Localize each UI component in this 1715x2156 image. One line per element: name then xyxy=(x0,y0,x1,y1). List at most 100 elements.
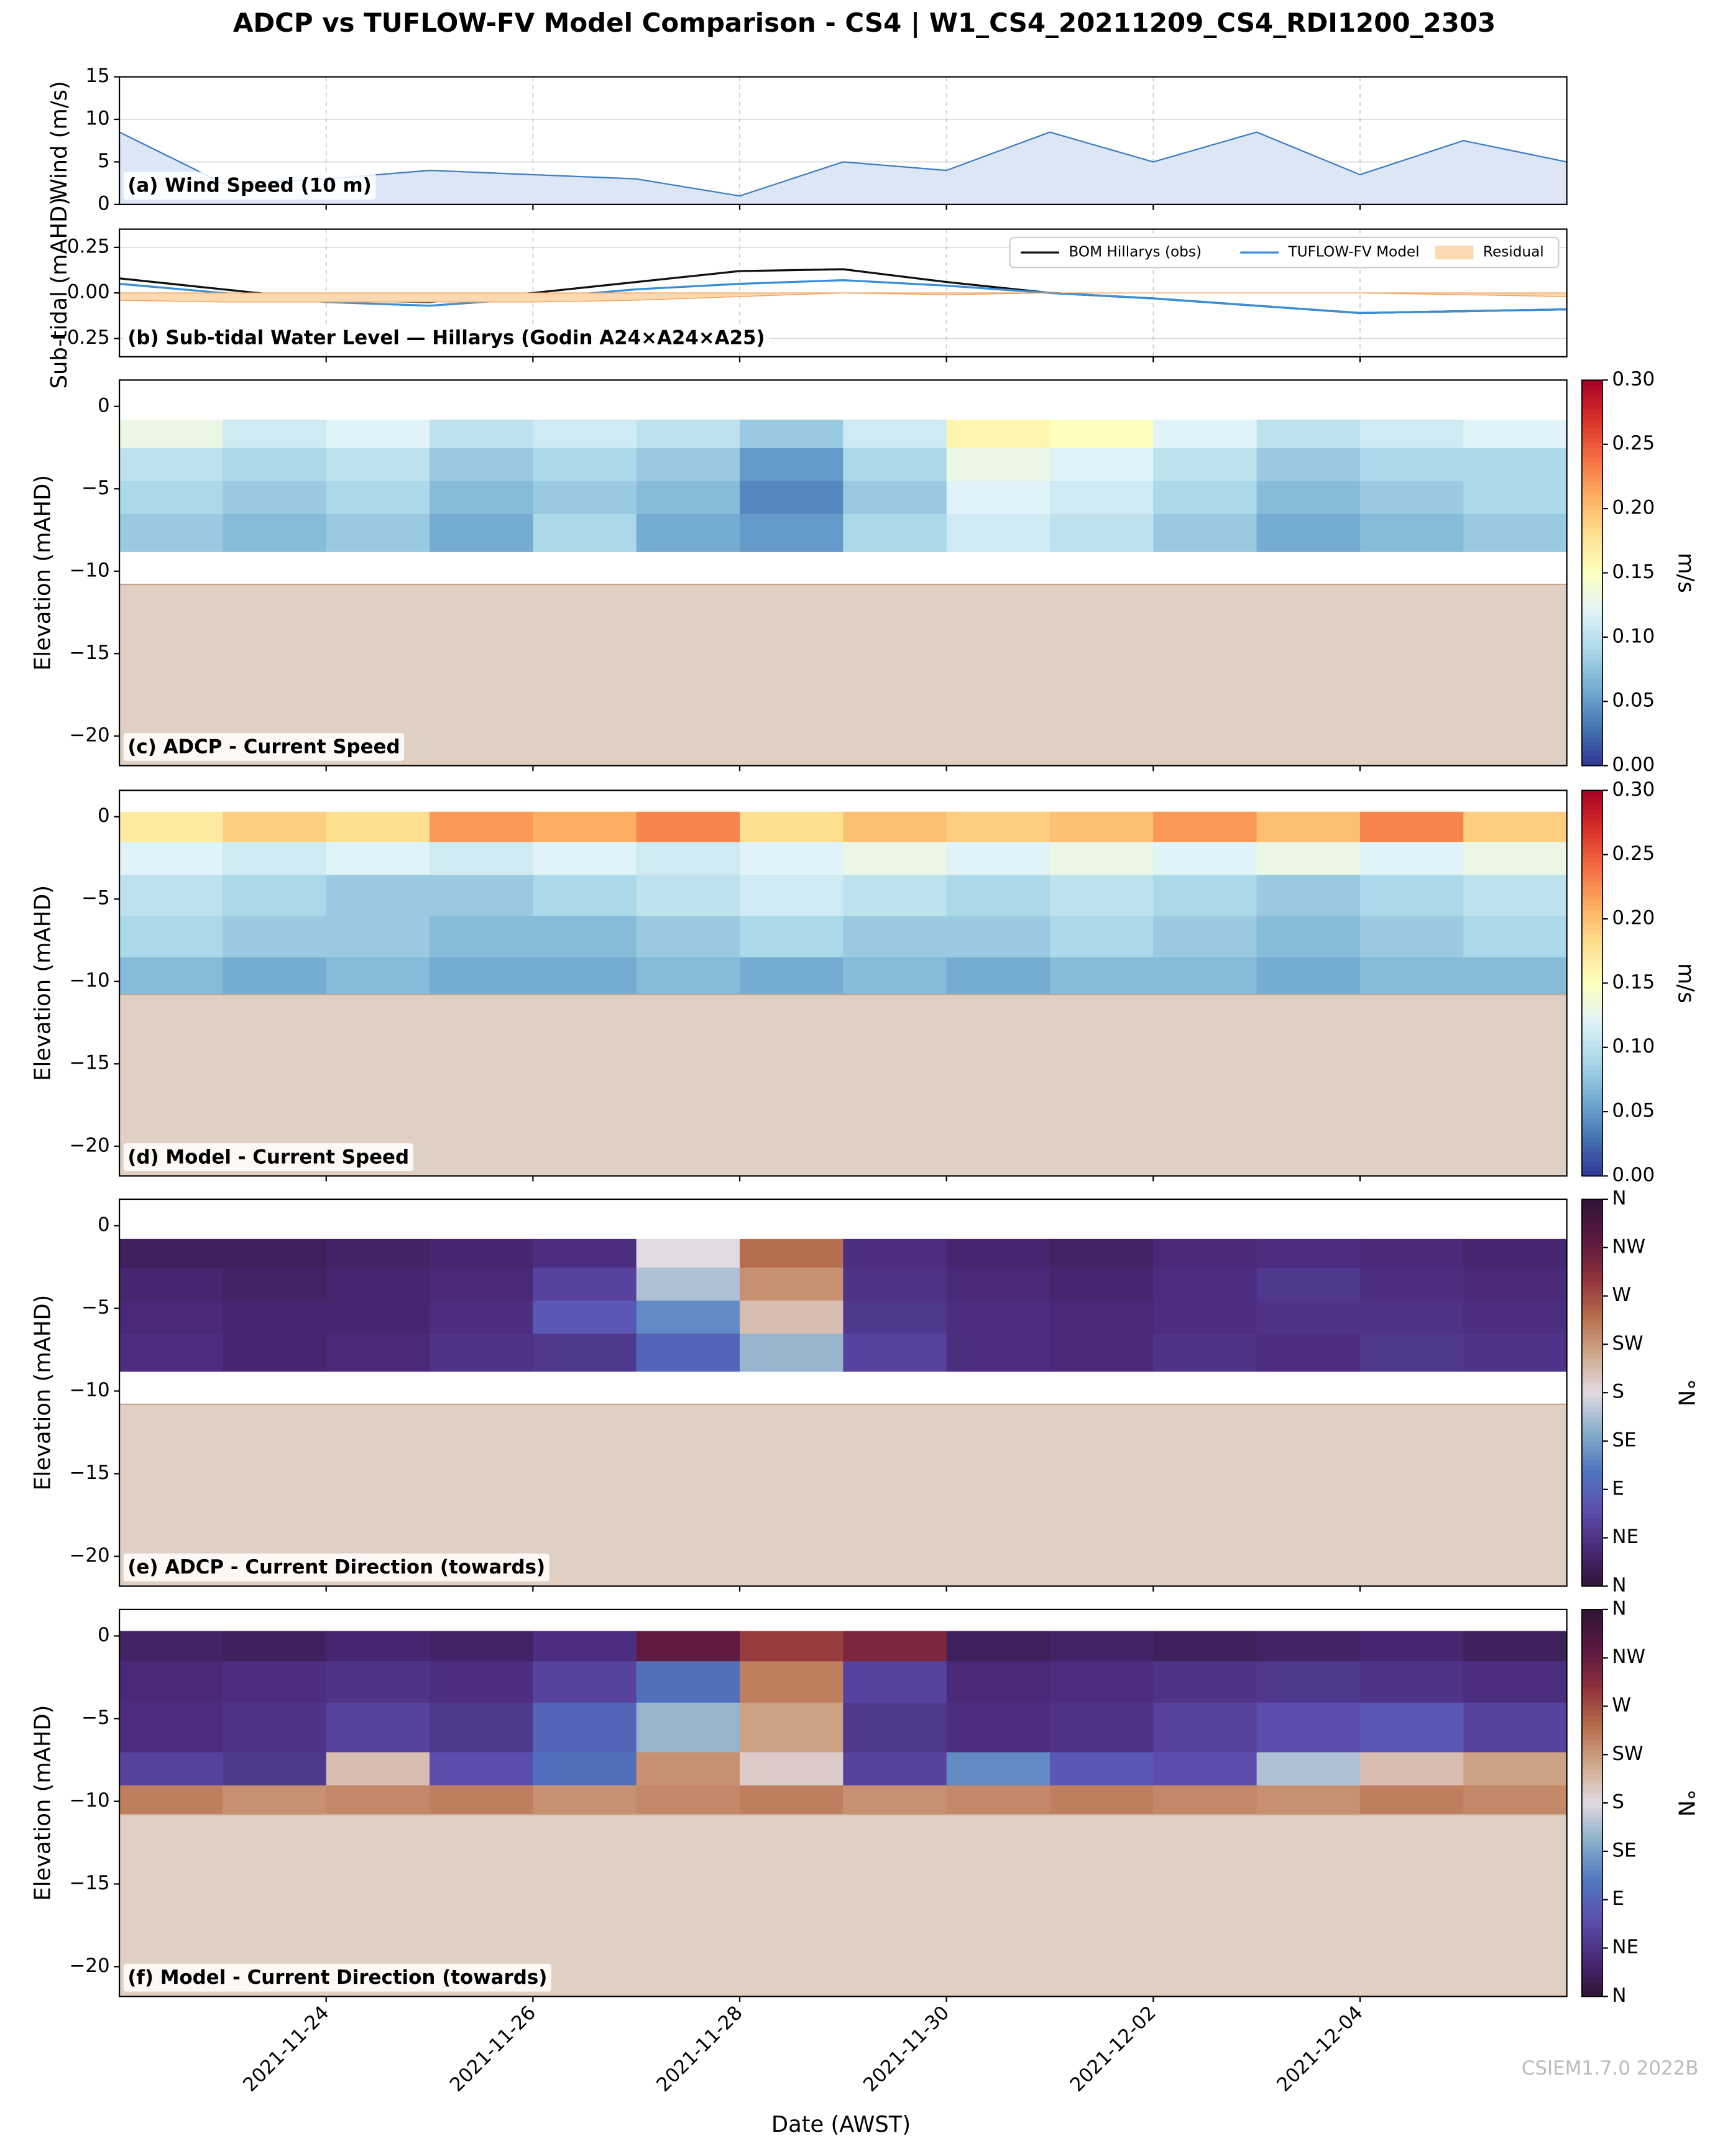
colorbar-tick-label: 0.25 xyxy=(1612,432,1655,454)
colorbar-segment xyxy=(1581,988,1602,993)
colorbar-segment xyxy=(1581,481,1602,487)
heatmap-cell xyxy=(326,1661,430,1703)
heatmap-cell xyxy=(1049,514,1154,552)
heatmap-cell xyxy=(223,1751,327,1785)
colorbar-segment xyxy=(1581,944,1602,951)
colorbar-segment xyxy=(1581,1301,1602,1307)
residual-fill xyxy=(119,292,1568,303)
heatmap-cell xyxy=(636,915,740,957)
colorbar-segment xyxy=(1581,727,1602,733)
colorbar-tick-label: N xyxy=(1612,1597,1626,1619)
heatmap-cell xyxy=(636,1784,740,1815)
colorbar-segment xyxy=(1581,1156,1602,1163)
colorbar-tick-label: NW xyxy=(1612,1646,1645,1668)
colorbar-segment xyxy=(1581,1007,1602,1013)
heatmap-cell xyxy=(1153,514,1258,552)
heatmap-cell xyxy=(1359,915,1464,957)
heatmap-cell xyxy=(533,874,637,916)
colorbar-segment xyxy=(1581,1581,1602,1587)
heatmap-cell xyxy=(1359,956,1464,995)
heatmap-cell xyxy=(946,1784,1051,1815)
colorbar-segment xyxy=(1581,505,1602,511)
colorbar-segment xyxy=(1581,476,1602,482)
colorbar-segment xyxy=(1581,901,1602,907)
colorbar-segment xyxy=(1581,1363,1602,1370)
colorbar-segment xyxy=(1581,722,1602,728)
heatmap-cell xyxy=(533,811,637,842)
colorbar-label: °N xyxy=(1673,1379,1698,1406)
y-tick-label: −20 xyxy=(69,1544,109,1567)
colorbar-segment xyxy=(1581,1257,1602,1263)
colorbar-segment xyxy=(1581,1662,1602,1669)
heatmap-cell xyxy=(1359,874,1464,916)
heatmap-cell xyxy=(636,514,740,552)
colorbar-segment xyxy=(1581,911,1602,916)
colorbar-segment xyxy=(1581,1494,1602,1500)
colorbar-segment xyxy=(1581,1353,1602,1360)
legend-label: Residual xyxy=(1483,244,1544,260)
heatmap-cell xyxy=(1153,1300,1258,1334)
colorbar-segment xyxy=(1581,630,1602,637)
colorbar-segment xyxy=(1581,1417,1602,1422)
colorbar-segment xyxy=(1581,896,1602,902)
colorbar-segment xyxy=(1581,1614,1602,1620)
heatmap-cell xyxy=(223,1631,327,1662)
heatmap-cell xyxy=(533,1702,637,1753)
heatmap-cell xyxy=(1049,811,1154,842)
heatmap-cell xyxy=(740,1751,844,1785)
colorbar-segment xyxy=(1581,674,1602,680)
heatmap-cell xyxy=(326,1631,430,1662)
colorbar-segment xyxy=(1581,1977,1602,1983)
heatmap-cell xyxy=(119,481,224,514)
colorbar-segment xyxy=(1581,1103,1602,1110)
colorbar-segment xyxy=(1581,992,1602,998)
heatmap-cell xyxy=(1359,419,1464,448)
heatmap-cell xyxy=(1049,448,1154,481)
colorbar-segment xyxy=(1581,838,1602,844)
colorbar-segment xyxy=(1581,732,1602,738)
heatmap-cell xyxy=(1463,1333,1568,1372)
heatmap-cell xyxy=(430,1661,534,1703)
heatmap-cell xyxy=(843,1661,947,1703)
colorbar-segment xyxy=(1581,1127,1602,1133)
heatmap-cell xyxy=(1463,1267,1568,1301)
heatmap-cell xyxy=(843,514,947,552)
colorbar-segment xyxy=(1581,1262,1602,1268)
y-tick-label: −20 xyxy=(69,1955,109,1977)
colorbar-tick-label: N xyxy=(1612,1187,1626,1209)
colorbar-segment xyxy=(1581,1325,1602,1331)
heatmap-cell xyxy=(119,1300,224,1334)
heatmap-cell xyxy=(1153,1702,1258,1753)
heatmap-cell xyxy=(1463,915,1568,957)
colorbar-segment xyxy=(1581,1383,1602,1389)
colorbar-segment xyxy=(1581,380,1602,386)
heatmap-cell xyxy=(740,1238,844,1268)
heatmap-cell xyxy=(843,419,947,448)
colorbar-tick-label: SW xyxy=(1612,1743,1643,1765)
colorbar-segment xyxy=(1581,1470,1602,1476)
colorbar-segment xyxy=(1581,1489,1602,1495)
heatmap-cell xyxy=(636,1631,740,1662)
heatmap-cell xyxy=(326,811,430,842)
heatmap-cell xyxy=(1049,956,1154,995)
colorbar-segment xyxy=(1581,1739,1602,1746)
heatmap-cell xyxy=(740,481,844,514)
y-tick-label: 0.00 xyxy=(67,281,110,303)
heatmap-cell xyxy=(1359,1661,1464,1703)
colorbar-segment xyxy=(1581,1779,1602,1785)
heatmap-cell xyxy=(946,514,1051,552)
heatmap-cell xyxy=(326,956,430,995)
heatmap-cell xyxy=(1256,1631,1361,1662)
colorbar-label: °N xyxy=(1673,1789,1698,1817)
colorbar-tick-label: W xyxy=(1612,1284,1631,1306)
colorbar-segment xyxy=(1581,1243,1602,1248)
heatmap-cell xyxy=(1049,1333,1154,1372)
colorbar-segment xyxy=(1581,515,1602,521)
heatmap-cell xyxy=(1049,1661,1154,1703)
colorbar-segment xyxy=(1581,1315,1602,1321)
colorbar-segment xyxy=(1581,1368,1602,1375)
colorbar-segment xyxy=(1581,1426,1602,1432)
heatmap-cell xyxy=(636,448,740,481)
heatmap-cell xyxy=(636,419,740,448)
